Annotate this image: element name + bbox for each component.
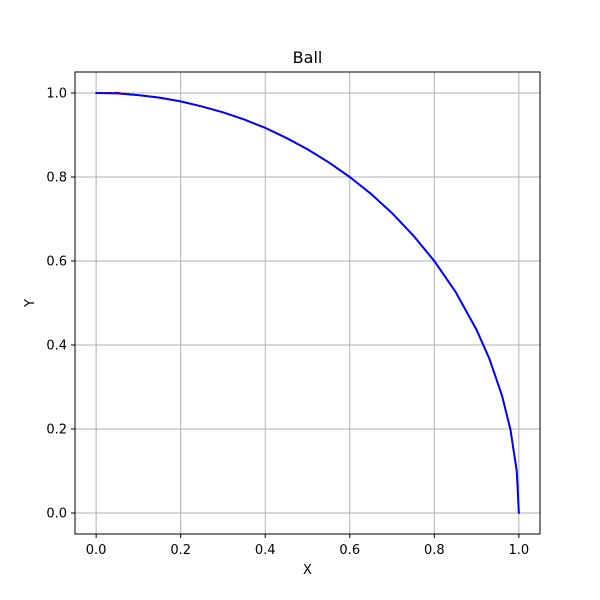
axis-ticks: 0.0 0.2 0.4 0.6 0.8 1.0 0.0 0.2 0.4 0.6 0.8 1.0 (46, 87, 529, 559)
axes-frame (74, 71, 541, 535)
y-axis-label: Y (23, 299, 38, 308)
y-tick-label: 0.0 (46, 507, 67, 522)
y-tick-label: 0.4 (46, 339, 67, 354)
x-tick-label: 0.0 (86, 543, 107, 558)
grid (75, 72, 540, 534)
chart-title: Ball (293, 48, 323, 67)
y-tick-label: 0.6 (46, 255, 67, 270)
y-tick-label: 0.2 (46, 423, 67, 438)
y-tick-label: 1.0 (46, 87, 67, 102)
x-tick-label: 0.4 (255, 543, 276, 558)
x-tick-label: 0.8 (424, 543, 445, 558)
plot-series (95, 91, 520, 514)
x-axis-label: X (303, 563, 312, 578)
y-tick-label: 0.8 (46, 171, 67, 186)
series-line-2 (95, 92, 520, 514)
x-tick-label: 0.2 (170, 543, 191, 558)
x-tick-label: 0.6 (339, 543, 360, 558)
x-tick-label: 1.0 (509, 543, 530, 558)
